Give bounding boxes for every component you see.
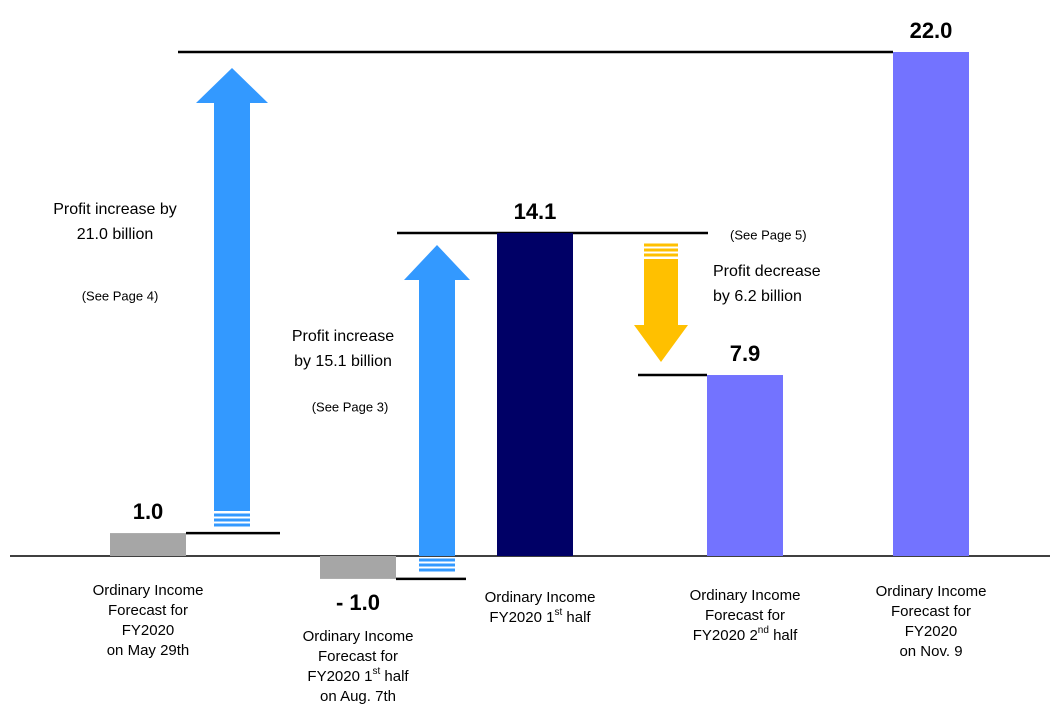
annotation-note: (See Page 5) <box>730 227 807 242</box>
category-sup: st <box>554 607 562 618</box>
category-sup: nd <box>758 625 769 636</box>
arrow <box>196 68 268 511</box>
annotation: 21.0 billion <box>77 226 154 243</box>
category-label: Forecast for <box>891 603 971 620</box>
category-label: on May 29th <box>107 642 190 659</box>
category-label: FY2020 1st half <box>489 607 591 626</box>
annotation-note: (See Page 3) <box>312 399 389 414</box>
category-label: FY2020 <box>122 622 175 639</box>
arrow <box>404 245 470 556</box>
category-text: FY2020 1 <box>489 609 554 626</box>
arrow-stripe <box>419 563 455 567</box>
category-label: Ordinary Income <box>93 582 204 599</box>
bar <box>110 533 186 556</box>
value-label: 7.9 <box>730 341 761 366</box>
category-sup: st <box>372 666 380 677</box>
annotation: Profit decrease <box>713 263 821 280</box>
category-label: Forecast for <box>705 607 785 624</box>
category-label: Ordinary Income <box>690 587 801 604</box>
category-label: Ordinary Income <box>485 589 596 606</box>
arrow-stripe <box>419 558 455 562</box>
arrow-stripe <box>644 243 678 247</box>
category-text: half <box>562 609 591 626</box>
category-label: on Nov. 9 <box>899 643 962 660</box>
bar <box>320 556 396 579</box>
annotation: by 6.2 billion <box>713 288 802 305</box>
category-text: FY2020 2 <box>693 627 758 644</box>
arrow <box>634 259 688 362</box>
category-label: Ordinary Income <box>876 583 987 600</box>
category-label: Forecast for <box>318 648 398 665</box>
arrow-stripe <box>214 513 250 517</box>
value-label: 1.0 <box>133 499 164 524</box>
category-text: half <box>380 668 409 685</box>
value-label: 22.0 <box>910 18 953 43</box>
annotation: by 15.1 billion <box>294 353 392 370</box>
arrow-stripe <box>214 523 250 527</box>
category-text: half <box>769 627 798 644</box>
bar <box>497 232 573 556</box>
category-text: FY2020 1 <box>307 668 372 685</box>
category-label: FY2020 2nd half <box>693 625 798 644</box>
arrow-stripe <box>214 518 250 522</box>
category-label: FY2020 <box>905 623 958 640</box>
annotation: Profit increase by <box>53 201 177 218</box>
category-label: FY2020 1st half <box>307 666 409 685</box>
arrow-stripe <box>644 248 678 252</box>
bar <box>893 52 969 556</box>
category-label: on Aug. 7th <box>320 688 396 705</box>
category-label: Forecast for <box>108 602 188 619</box>
value-label: 14.1 <box>514 199 557 224</box>
arrow-stripe <box>419 568 455 572</box>
category-label: Ordinary Income <box>303 628 414 645</box>
value-label: - 1.0 <box>336 590 380 615</box>
annotation: Profit increase <box>292 328 394 345</box>
bar <box>707 375 783 556</box>
arrow-stripe <box>644 253 678 257</box>
annotation-note: (See Page 4) <box>82 288 159 303</box>
